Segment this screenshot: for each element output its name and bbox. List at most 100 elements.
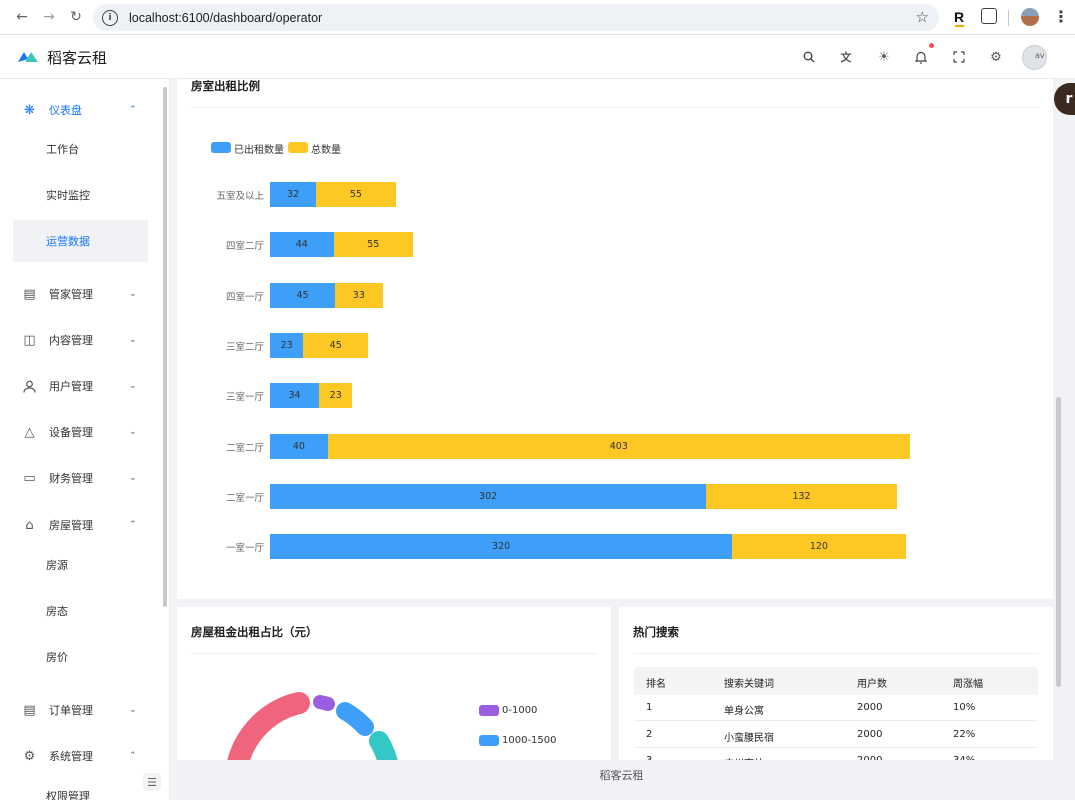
bell-icon[interactable] [913,49,929,65]
browser-menu-icon[interactable]: ⋮ [1053,7,1069,26]
address-bar[interactable]: i localhost:6100/dashboard/operator ☆ [93,4,939,31]
bar-total[interactable]: 55 [316,182,396,207]
bar-value-label: 120 [809,541,828,553]
search-icon[interactable] [801,49,817,65]
collapse-menu-icon[interactable]: ☰ [143,773,161,791]
bar-rented[interactable]: 23 [270,332,304,358]
bar-rented[interactable]: 320 [270,534,733,560]
url-text[interactable]: localhost:6100/dashboard/operator [129,10,323,25]
chevron-up-icon: ⌃ [129,520,137,530]
sidebar-item-house[interactable]: ⌂ 房屋管理 ⌃ [0,504,160,546]
translate-icon[interactable]: 文 [840,51,852,64]
column-header[interactable]: 周涨幅 [953,679,983,690]
bar-total[interactable]: 120 [732,534,906,560]
sidebar-subitem-label: 实时监控 [46,189,90,202]
fullscreen-icon[interactable] [951,49,967,65]
profile-avatar-icon[interactable] [1021,8,1039,26]
sidebar-subitem-status[interactable]: 房态 [13,590,148,632]
donut-segment-1000-1500[interactable] [336,702,374,736]
chevron-down-icon: ⌄ [129,381,137,391]
rent-share-card: 房屋租金出租占比（元） 0-1000 1000-1500 [177,607,611,767]
sidebar-item-butler[interactable]: ▤ 管家管理 ⌄ [0,273,160,315]
legend-swatch-series-1[interactable] [288,142,308,153]
bar-rented[interactable]: 34 [270,383,320,409]
bar-total[interactable]: 33 [335,282,383,308]
sidebar-item-users[interactable]: 用户管理 ⌄ [0,365,160,407]
sidebar-item-content[interactable]: ◫ 内容管理 ⌄ [0,319,160,361]
sidebar-subitem-workbench[interactable]: 工作台 [13,128,148,170]
table-cell: 单身公寓 [724,706,764,717]
reload-icon[interactable]: ↻ [70,9,82,25]
avatar[interactable]: av [1022,45,1047,70]
bar-value-label: 34 [288,390,301,402]
chevron-up-icon: ⌃ [129,751,137,761]
donut-segment-0-1000[interactable] [313,695,335,711]
sidebar-item-label: 订单管理 [49,704,93,717]
bar-rented[interactable]: 40 [270,433,328,459]
category-label: 三室二厅 [225,341,264,353]
sidebar-subitem-label: 工作台 [46,143,79,156]
sidebar-item-system[interactable]: ⚙ 系统管理 ⌃ [0,735,160,777]
bar-value-label: 403 [609,440,628,452]
sidebar-subitem-permissions[interactable]: 权限管理 [13,775,148,800]
monitor-icon: ▭ [23,470,36,486]
chevron-down-icon: ⌄ [129,427,137,437]
home-icon: ⌂ [25,517,34,533]
bar-total[interactable]: 23 [319,383,353,409]
column-header[interactable]: 排名 [646,679,666,690]
bar-rented[interactable]: 302 [270,483,707,509]
sidebar-scrollbar[interactable] [163,87,167,607]
user-icon [22,379,37,394]
sidebar-subitem-price[interactable]: 房价 [13,636,148,678]
sidebar-subitem-listing[interactable]: 房源 [13,544,148,586]
bar-rented[interactable]: 32 [270,182,317,207]
arrow-left-icon[interactable]: ← [16,9,28,25]
bar-value-label: 55 [349,189,362,200]
bar-value-label: 55 [367,239,380,251]
bar-value-label: 45 [296,289,309,301]
bar-total[interactable]: 55 [333,232,413,258]
table-row-divider [634,720,1038,721]
card-divider [191,653,597,654]
sidebar-item-label: 设备管理 [49,426,93,439]
sidebar-item-label: 仪表盘 [49,104,82,117]
floating-assistant-button[interactable]: r [1054,83,1075,115]
sidebar-item-label: 系统管理 [49,750,93,763]
bar-total[interactable]: 45 [303,332,369,358]
book-icon: ◫ [23,332,36,348]
table-cell: 小蛮腰民宿 [724,732,774,744]
legend-label: 0-1000 [502,705,538,716]
robot-icon: ▤ [23,286,36,302]
bar-value-label: 32 [287,189,300,200]
bar-rented[interactable]: 44 [270,232,334,258]
bar-value-label: 23 [329,390,342,402]
column-header[interactable]: 搜索关键词 [724,679,774,690]
column-header[interactable]: 用户数 [857,679,887,690]
donut-segment-large[interactable] [226,692,310,767]
extensions-puzzle-icon[interactable] [981,8,997,24]
sidebar-subitem-operations[interactable]: 运营数据 [13,220,148,262]
sidebar-item-label: 财务管理 [49,472,93,485]
sidebar-item-label: 用户管理 [49,380,93,393]
legend-swatch-series-0[interactable] [211,142,231,153]
sidebar-item-devices[interactable]: △ 设备管理 ⌄ [0,411,160,453]
sidebar-item-dashboard[interactable]: ❋ 仪表盘 ⌃ [0,89,160,131]
site-info-icon[interactable]: i [102,9,118,26]
theme-icon[interactable]: ☀ [878,49,890,65]
bar-rented[interactable]: 45 [270,282,335,308]
bar-total[interactable]: 403 [327,433,910,459]
arrow-right-icon[interactable]: → [43,9,55,25]
category-label: 三室一厅 [225,392,264,404]
legend-label[interactable]: 总数量 [311,145,341,156]
main-scrollbar[interactable] [1056,397,1061,687]
sidebar-subitem-monitor[interactable]: 实时监控 [13,174,148,216]
card-divider [633,653,1039,654]
document-icon: ▤ [23,702,36,718]
bookmark-star-icon[interactable]: ☆ [915,8,929,26]
legend-label[interactable]: 已出租数量 [234,145,284,156]
extension-r-icon[interactable]: R [954,9,965,27]
bar-total[interactable]: 132 [706,483,897,509]
gear-icon[interactable]: ⚙ [990,49,1002,65]
sidebar-item-finance[interactable]: ▭ 财务管理 ⌄ [0,457,160,499]
sidebar-item-orders[interactable]: ▤ 订单管理 ⌄ [0,689,160,731]
